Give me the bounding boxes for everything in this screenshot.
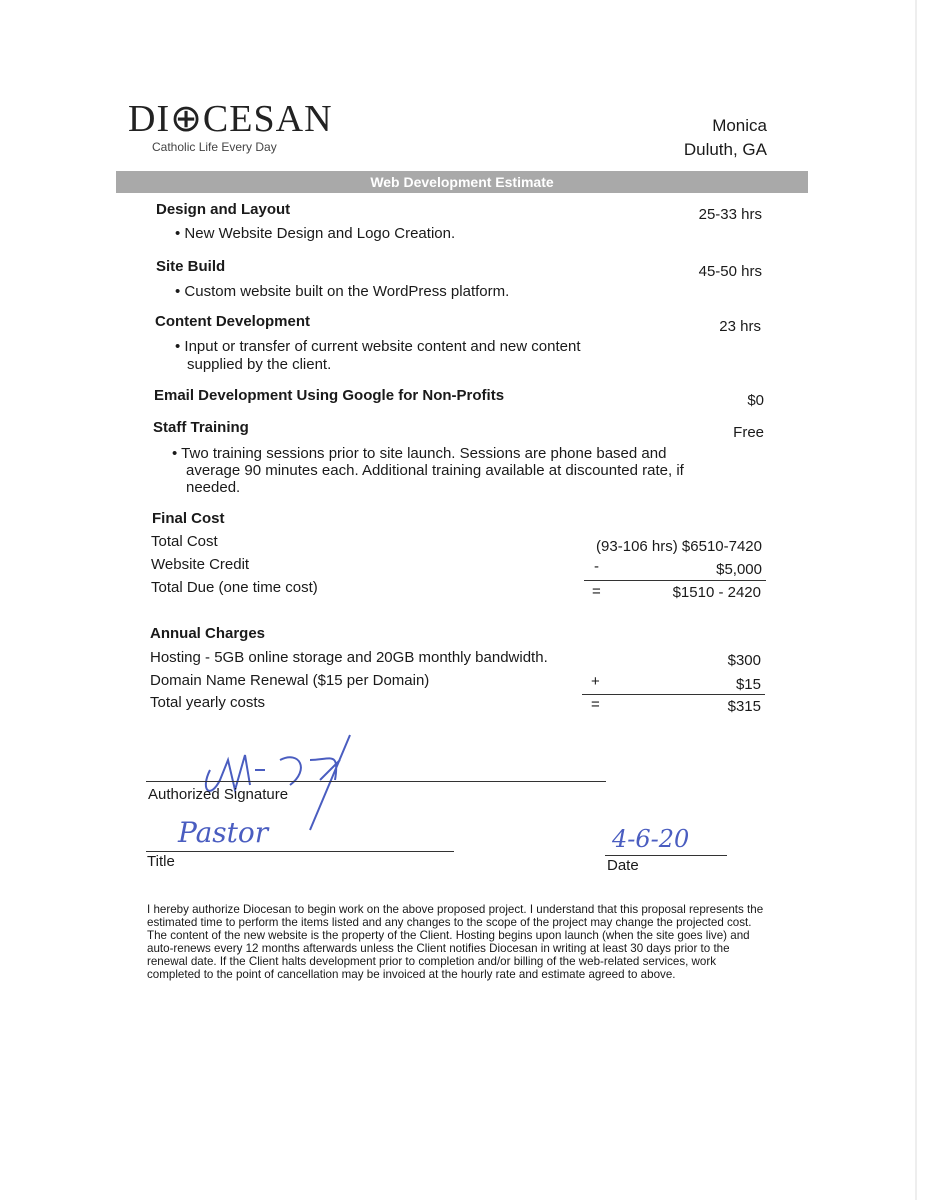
- cost-operator: =: [592, 583, 601, 600]
- item-amount: $0: [747, 392, 764, 409]
- annual-label: Hosting - 5GB online storage and 20GB mo…: [150, 649, 548, 666]
- annual-operator: +: [591, 673, 600, 690]
- signature-line: [146, 781, 606, 782]
- item-bullet-cont: supplied by the client.: [187, 356, 332, 373]
- cost-value: $5,000: [716, 561, 762, 578]
- divider: [584, 580, 766, 581]
- item-bullet: • Custom website built on the WordPress …: [175, 283, 510, 300]
- cost-label: Total Cost: [151, 533, 218, 550]
- annual-value: $15: [735, 676, 761, 693]
- title-label: Title: [147, 853, 175, 870]
- annual-value: $300: [727, 652, 761, 669]
- item-heading: Design and Layout: [156, 201, 291, 218]
- item-amount: Free: [733, 424, 764, 441]
- item-bullet-cont: average 90 minutes each. Additional trai…: [186, 462, 684, 479]
- date-value: 4-6-20: [612, 825, 690, 853]
- title-line: [146, 851, 454, 852]
- client-location: Duluth, GA: [683, 140, 767, 159]
- scan-edge: [915, 0, 917, 1200]
- date-line: [605, 855, 727, 856]
- cost-value: $1510 - 2420: [672, 584, 761, 601]
- item-bullet: • Two training sessions prior to site la…: [172, 445, 667, 462]
- annual-operator: =: [591, 696, 600, 713]
- client-info: Monica Duluth, GA: [684, 114, 767, 162]
- item-heading: Site Build: [156, 258, 226, 275]
- item-heading: Content Development: [155, 313, 311, 330]
- client-name: Monica: [712, 116, 767, 135]
- cost-operator: -: [594, 558, 599, 575]
- diocesan-logo: DI⊕CESAN: [128, 98, 333, 140]
- divider: [582, 694, 765, 695]
- item-bullet-cont: needed.: [186, 479, 241, 496]
- item-bullet: • Input or transfer of current website c…: [175, 338, 581, 355]
- annual-value: $315: [727, 698, 761, 715]
- document-title: Web Development Estimate: [116, 171, 808, 193]
- item-amount: 25-33 hrs: [698, 206, 762, 223]
- handwritten-signature: [204, 734, 351, 831]
- cost-label: Total Due (one time cost): [151, 579, 318, 596]
- signature-label: Authorized Signature: [148, 786, 289, 803]
- cost-label: Website Credit: [151, 556, 250, 573]
- item-amount: 23 hrs: [719, 318, 761, 335]
- title-value: Pastor: [178, 816, 269, 849]
- final-cost-heading: Final Cost: [152, 510, 225, 527]
- cost-value: (93-106 hrs) $6510-7420: [596, 538, 762, 555]
- item-bullet: • New Website Design and Logo Creation.: [175, 225, 456, 242]
- authorization-disclaimer: I hereby authorize Diocesan to begin wor…: [147, 903, 764, 981]
- item-heading: Staff Training: [153, 419, 249, 436]
- annual-label: Domain Name Renewal ($15 per Domain): [150, 672, 430, 689]
- item-amount: 45-50 hrs: [698, 263, 762, 280]
- logo-tagline: Catholic Life Every Day: [152, 140, 277, 154]
- annual-label: Total yearly costs: [150, 694, 266, 711]
- annual-heading: Annual Charges: [150, 625, 266, 642]
- date-label: Date: [607, 857, 639, 874]
- item-heading: Email Development Using Google for Non-P…: [154, 387, 505, 404]
